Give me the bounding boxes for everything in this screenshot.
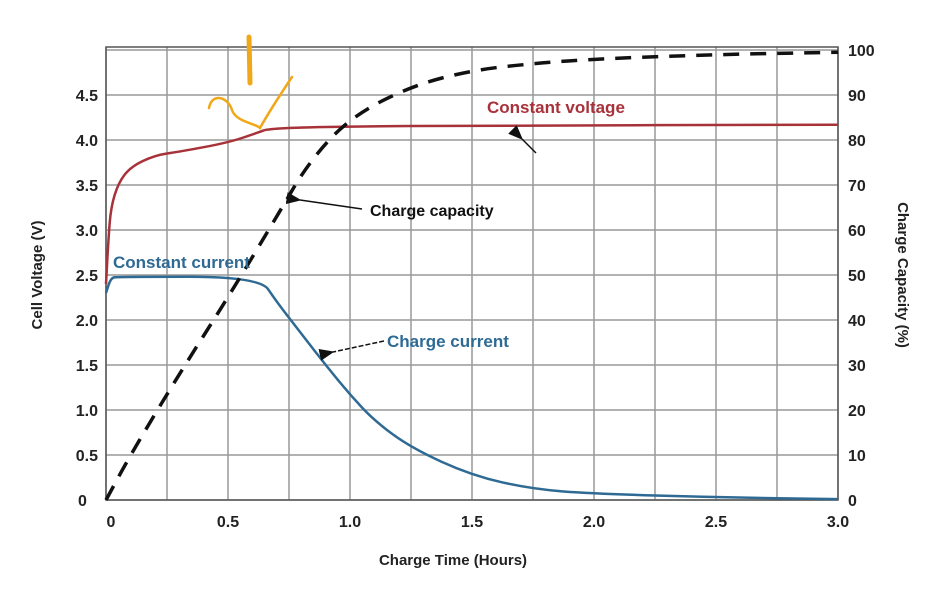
series-cell-voltage — [104, 123, 839, 285]
y-tick-label: 1.0 — [76, 403, 98, 420]
y-tick-label: 2.0 — [76, 313, 98, 330]
y2-tick-label: 10 — [848, 448, 866, 465]
x-tick-label: 2.0 — [583, 514, 605, 531]
y2-tick-label: 80 — [848, 133, 866, 150]
y-axis-label: Cell Voltage (V) — [29, 221, 46, 330]
y-tick-label: 4.0 — [76, 133, 98, 150]
arrow-charge-capacity — [285, 192, 363, 210]
x-tick-label: 3.0 — [827, 514, 849, 531]
annotation-constant-current: Constant current — [113, 253, 250, 272]
y2-tick-label: 30 — [848, 358, 866, 375]
y2-tick-label: 60 — [848, 223, 866, 240]
x-tick-label: 0.5 — [217, 514, 239, 531]
x-tick-label: 1.0 — [339, 514, 361, 531]
y2-tick-label: 90 — [848, 88, 866, 105]
arrow-charge-current — [318, 340, 385, 361]
x-tick-label: 2.5 — [705, 514, 727, 531]
x-axis-label: Charge Time (Hours) — [379, 552, 527, 569]
y2-tick-label: 40 — [848, 313, 866, 330]
annotation-constant-voltage: Constant voltage — [487, 98, 625, 117]
annotation-charge-current: Charge current — [387, 332, 509, 351]
handwritten-highlight-arrow — [207, 34, 294, 131]
y-tick-label: 0 — [78, 493, 87, 510]
y-tick-label: 3.5 — [76, 178, 98, 195]
y-tick-label: 1.5 — [76, 358, 98, 375]
y2-tick-label: 70 — [848, 178, 866, 195]
series-charge-current — [104, 275, 839, 501]
series-charge-capacity — [104, 50, 839, 501]
y-tick-label: 2.5 — [76, 268, 98, 285]
y-tick-label: 3.0 — [76, 223, 98, 240]
y2-axis-label: Charge Capacity (%) — [894, 202, 911, 348]
x-tick-label: 1.5 — [461, 514, 483, 531]
y2-tick-label: 50 — [848, 268, 866, 285]
y2-tick-label: 0 — [848, 493, 857, 510]
annotation-charge-capacity: Charge capacity — [370, 203, 494, 220]
y-tick-label: 4.5 — [76, 88, 98, 105]
y2-tick-label: 20 — [848, 403, 866, 420]
arrow-constant-voltage — [508, 125, 537, 154]
y2-tick-label: 100 — [848, 43, 875, 60]
x-tick-label: 0 — [107, 514, 116, 531]
y-tick-label: 0.5 — [76, 448, 98, 465]
